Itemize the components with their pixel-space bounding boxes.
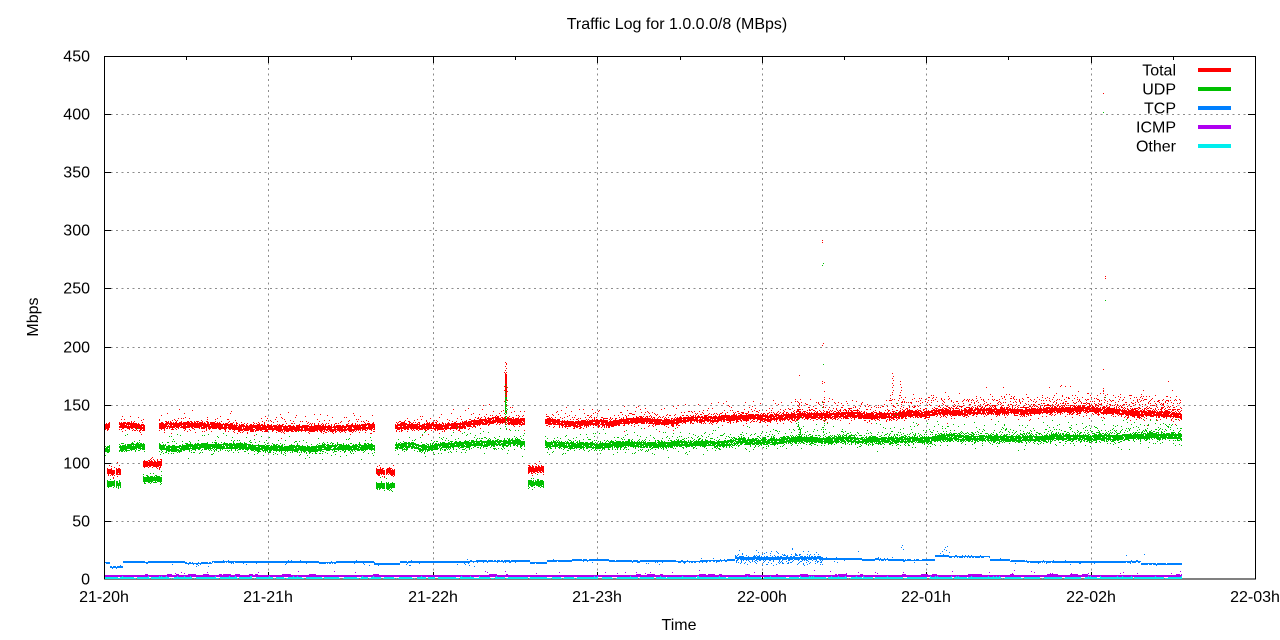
- svg-text:Mbps: Mbps: [25, 297, 42, 336]
- svg-text:22-03h: 22-03h: [1230, 589, 1280, 606]
- svg-text:UDP: UDP: [1142, 82, 1176, 99]
- svg-text:450: 450: [63, 49, 90, 66]
- svg-text:100: 100: [63, 456, 90, 473]
- svg-text:Traffic Log for 1.0.0.0/8 (MBp: Traffic Log for 1.0.0.0/8 (MBps): [567, 16, 788, 33]
- svg-text:Time: Time: [662, 617, 697, 634]
- svg-text:21-20h: 21-20h: [79, 589, 129, 606]
- svg-text:21-22h: 21-22h: [408, 589, 458, 606]
- svg-text:50: 50: [72, 514, 90, 531]
- svg-text:0: 0: [81, 572, 90, 589]
- svg-text:22-01h: 22-01h: [901, 589, 951, 606]
- svg-text:Total: Total: [1142, 63, 1176, 80]
- svg-text:22-00h: 22-00h: [737, 589, 787, 606]
- svg-text:150: 150: [63, 398, 90, 415]
- svg-text:200: 200: [63, 340, 90, 357]
- svg-text:21-21h: 21-21h: [243, 589, 293, 606]
- svg-text:300: 300: [63, 223, 90, 240]
- svg-text:TCP: TCP: [1144, 101, 1176, 118]
- svg-text:400: 400: [63, 107, 90, 124]
- svg-text:250: 250: [63, 281, 90, 298]
- svg-text:Other: Other: [1136, 139, 1177, 156]
- svg-text:21-23h: 21-23h: [572, 589, 622, 606]
- svg-text:350: 350: [63, 165, 90, 182]
- svg-text:22-02h: 22-02h: [1066, 589, 1116, 606]
- svg-text:ICMP: ICMP: [1136, 120, 1176, 137]
